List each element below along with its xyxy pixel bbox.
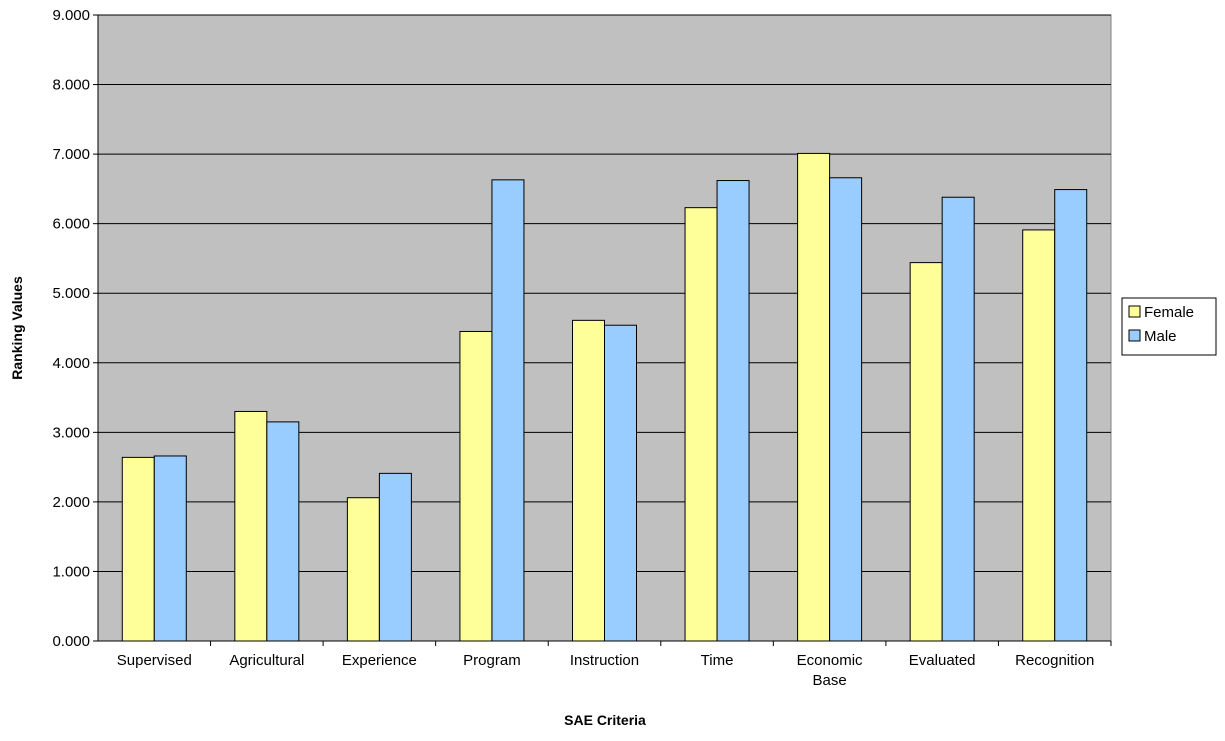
x-category-label: Supervised [117,652,192,669]
bar-female-7 [909,262,943,642]
y-tick-label: 3.000 [52,424,90,441]
y-tick-label: 5.000 [52,285,90,302]
x-category-labels: Supervised Agricultural Experience Program I… [117,652,1095,689]
bar-male-3 [491,179,525,642]
x-category-label: Base [813,672,847,689]
bar-female-5 [684,207,718,642]
legend-swatch-female [1128,305,1141,318]
x-category-label: Evaluated [909,652,976,669]
bar-male-8 [1054,189,1088,642]
bar-male-5 [716,180,750,642]
bar-male-4 [604,324,637,642]
bar-female-1 [234,410,268,642]
bar-male-0 [153,455,187,642]
x-category-label: Recognition [1015,652,1094,669]
y-tick-label: 0.000 [52,633,90,650]
y-tick-label: 6.000 [52,216,90,233]
bars [121,152,1088,642]
legend-swatch-male [1128,329,1141,342]
y-axis-title: Ranking Values [9,276,25,380]
y-tick-label: 8.000 [52,77,90,94]
x-category-label: Experience [342,652,417,669]
x-axis-title: SAE Criteria [564,712,646,728]
y-tick-labels: 0.000 1.000 2.000 3.000 4.000 5.000 6.000 7.000… [52,7,90,650]
x-category-label: Instruction [570,652,639,669]
axes [93,14,1112,646]
y-tick-label: 9.000 [52,7,90,24]
bar-male-1 [266,421,300,642]
x-category-label: Economic [797,652,863,669]
x-category-label: Time [701,652,734,669]
y-tick-label: 1.000 [52,563,90,580]
legend: Female Male [1121,297,1217,356]
bar-female-6 [797,152,831,642]
bar-female-3 [459,330,493,642]
legend-label-male: Male [1144,328,1177,345]
legend-label-female: Female [1144,304,1194,321]
bar-female-2 [346,497,380,642]
bar-male-7 [941,196,975,642]
bar-female-4 [572,319,605,642]
bar-female-0 [121,456,155,642]
x-category-label: Program [463,652,521,669]
y-tick-label: 4.000 [52,355,90,372]
y-tick-label: 2.000 [52,494,90,511]
bar-female-8 [1022,229,1056,642]
bar-male-2 [378,472,412,642]
bar-male-6 [829,177,863,642]
x-category-label: Agricultural [229,652,304,669]
y-tick-label: 7.000 [52,146,90,163]
